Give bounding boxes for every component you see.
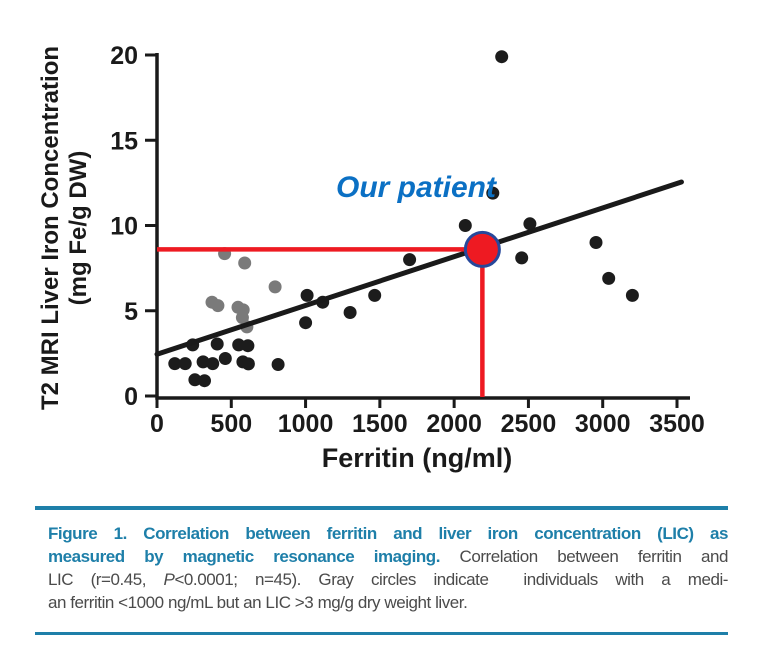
black-patients-point	[523, 217, 537, 231]
black-patients-point	[495, 50, 509, 64]
x-tick-label: 3500	[649, 410, 705, 438]
y-tick-label: 5	[124, 298, 138, 326]
x-tick-label: 2000	[426, 410, 482, 438]
black-patients-point	[368, 288, 382, 302]
black-patients-point	[602, 271, 616, 285]
caption-segment: measured by magnetic resonance imaging.	[48, 546, 440, 566]
patient-annotation: Our patient	[336, 171, 498, 204]
figure-caption: Figure 1. Correlation between ferritin a…	[35, 506, 728, 635]
x-axis-ticks: 0 500 1000 1500 2000 2500 3000 3500	[150, 398, 705, 438]
black-patients-point	[403, 253, 417, 267]
x-tick-label: 500	[210, 410, 252, 438]
caption-segment: Correlation between ferritin and	[440, 546, 729, 566]
caption-segment: P	[163, 569, 175, 589]
x-axis-title: Ferritin (ng/ml)	[322, 443, 513, 473]
caption-top-rule	[35, 506, 728, 510]
data-points	[168, 50, 639, 388]
black-patients-point	[486, 186, 500, 200]
gray-individuals-point	[211, 299, 225, 313]
black-patients-point	[625, 288, 639, 302]
caption-line: an ferritin <1000 ng/mL but an LIC >3 mg…	[48, 591, 728, 614]
y-tick-label: 20	[110, 42, 138, 70]
caption-segment: Figure 1. Correlation between ferritin a…	[48, 523, 728, 543]
black-patients-point	[299, 316, 313, 330]
patient-marker	[463, 230, 501, 268]
y-axis-title-line1: T2 MRI Liver Iron Concentration	[37, 46, 64, 410]
gray-individuals-point	[238, 256, 252, 270]
y-tick-label: 0	[124, 383, 138, 411]
y-tick-label: 10	[110, 213, 138, 241]
caption-line: Figure 1. Correlation between ferritin a…	[48, 522, 728, 545]
black-patients-point	[515, 251, 529, 265]
black-patients-point	[300, 288, 314, 302]
black-patients-point	[458, 219, 472, 232]
scatter-plot: T2 MRI Liver Iron Concentration (mg Fe/g…	[37, 42, 705, 473]
y-tick-label: 15	[110, 127, 138, 155]
black-patients-point	[210, 337, 224, 351]
y-axis-title-line2: (mg Fe/g DW)	[65, 151, 92, 306]
black-patients-point	[218, 352, 232, 365]
caption-segment: <0.0001; n=45). Gray circles indicate in…	[174, 569, 728, 589]
black-patients-point	[241, 339, 255, 353]
caption-text: Figure 1. Correlation between ferritin a…	[48, 522, 728, 614]
caption-bottom-rule	[35, 631, 728, 635]
patient-crosshair	[157, 247, 485, 397]
trend-line	[154, 179, 684, 357]
x-tick-label: 1500	[352, 410, 408, 438]
black-patients-point	[589, 236, 603, 249]
black-patients-point	[241, 357, 255, 371]
gray-individuals-point	[268, 280, 282, 294]
x-tick-label: 0	[150, 410, 164, 438]
black-patients-point	[206, 357, 220, 371]
black-patients-point	[198, 374, 211, 388]
x-tick-label: 1000	[278, 410, 334, 438]
caption-segment: LIC (r=0.45,	[48, 569, 164, 589]
black-patients-point	[178, 357, 192, 371]
black-patients-point	[271, 358, 285, 371]
caption-line: LIC (r=0.45, P<0.0001; n=45). Gray circl…	[48, 568, 728, 591]
black-patients-point	[343, 306, 357, 319]
black-patients-point	[168, 357, 182, 371]
caption-segment: an ferritin <1000 ng/mL but an LIC >3 mg…	[48, 592, 468, 612]
x-tick-label: 2500	[501, 410, 557, 438]
caption-line: measured by magnetic resonance imaging. …	[48, 545, 728, 568]
y-axis-ticks: 0 5 10 15 20	[110, 42, 157, 411]
black-patients-point	[196, 355, 210, 369]
x-tick-label: 3000	[575, 410, 631, 438]
black-patients-point	[188, 373, 202, 387]
